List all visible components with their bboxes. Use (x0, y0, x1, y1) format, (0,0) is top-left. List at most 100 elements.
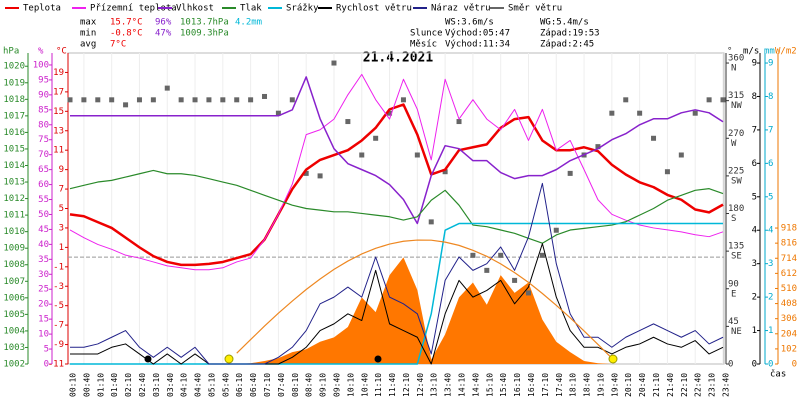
tick-label: 1011 (3, 211, 25, 221)
tick-label: 1007 (3, 277, 25, 287)
tick-label: 9 (768, 59, 773, 69)
direction-marker (67, 97, 73, 103)
direction-marker (498, 252, 504, 258)
tick-label: 25 (38, 285, 49, 295)
x-tick-label: 18:40 (583, 373, 592, 397)
tick-label: 1020 (3, 62, 25, 72)
x-tick-label: 01:40 (110, 373, 119, 397)
tick-label: 408 (781, 299, 797, 309)
x-tick-label: 08:40 (305, 373, 314, 397)
direction-marker (262, 93, 268, 99)
tick-label: 3 (59, 223, 64, 233)
tick-label: -1 (53, 262, 64, 272)
axis-unit: m/s (743, 47, 759, 57)
x-tick-label: 19:10 (596, 373, 605, 397)
direction-marker (442, 169, 448, 175)
direction-marker (303, 170, 309, 176)
tick-label: 4 (752, 226, 757, 236)
legend-label: Náraz větru (431, 4, 491, 14)
direction-marker (623, 97, 629, 103)
tick-label: 2 (768, 293, 773, 303)
x-tick-label: 03:40 (166, 373, 175, 397)
direction-marker (359, 152, 365, 158)
tick-label: 180 (728, 204, 744, 214)
tick-label: 102 (781, 344, 797, 354)
stat-value: -0.8°C (110, 29, 143, 39)
tick-label: 95 (38, 75, 49, 85)
stat-label: max (80, 18, 97, 28)
info: Západ:2:45 (540, 40, 594, 50)
direction-marker (373, 135, 379, 141)
tick-label: 2 (752, 293, 757, 303)
x-tick-label: 00:40 (82, 373, 91, 397)
tick-label: -11 (48, 360, 64, 370)
x-axis-label: čas (770, 369, 786, 380)
series-line (69, 103, 724, 267)
info: Slunce (410, 29, 443, 39)
x-tick-label: 01:10 (96, 373, 105, 397)
tick-label: 65 (38, 165, 49, 175)
direction-marker (248, 97, 254, 103)
direction-marker (81, 97, 87, 103)
axis-unit: ° (727, 47, 732, 57)
tick-label: 70 (38, 150, 49, 160)
series-line (70, 76, 724, 225)
axis-unit: °C (56, 47, 67, 57)
x-tick-label: 13:10 (430, 373, 439, 397)
x-tick-label: 22:40 (694, 373, 703, 397)
x-tick-label: 02:10 (124, 373, 133, 397)
info: WG:5.4m/s (540, 18, 589, 28)
legend-label: Teplota (23, 4, 61, 14)
tick-label: 1010 (3, 227, 25, 237)
tick-label: 1006 (3, 293, 25, 303)
tick-label: 20 (38, 300, 49, 310)
tick-label: 714 (781, 254, 797, 264)
tick-label: 10 (38, 330, 49, 340)
tick-label: 1004 (3, 326, 25, 336)
tick-label-sub: SW (731, 176, 742, 186)
direction-marker (428, 219, 434, 225)
tick-label: 1 (768, 326, 773, 336)
tick-label-sub: NE (731, 327, 742, 337)
direction-marker (484, 267, 490, 273)
axis-unit: W/m2 (775, 47, 797, 57)
legend-label: Směr větru (508, 4, 562, 14)
x-tick-label: 17:10 (541, 373, 550, 397)
legend-label: Tlak (240, 4, 262, 14)
tick-label-sub: NW (731, 101, 742, 111)
direction-marker (609, 110, 615, 116)
direction-marker (637, 110, 643, 116)
x-tick-label: 06:10 (235, 373, 244, 397)
tick-label: 30 (38, 270, 49, 280)
tick-label: 1 (752, 326, 757, 336)
tick-label: 6 (768, 159, 773, 169)
tick-label: 204 (781, 329, 797, 339)
x-tick-label: 14:10 (458, 373, 467, 397)
x-tick-label: 09:40 (332, 373, 341, 397)
x-tick-label: 07:40 (277, 373, 286, 397)
tick-label: 1017 (3, 111, 25, 121)
solar-area (70, 257, 723, 364)
direction-marker (123, 102, 129, 108)
tick-label: 13 (53, 126, 64, 136)
tick-label: 7 (59, 185, 64, 195)
stat-label: avg (80, 40, 96, 50)
direction-marker (275, 110, 281, 116)
stat-label: min (80, 29, 96, 39)
tick-label: 1005 (3, 310, 25, 320)
tick-label: 1013 (3, 178, 25, 188)
direction-marker (456, 119, 462, 125)
x-tick-label: 04:40 (194, 373, 203, 397)
series-line (69, 169, 724, 244)
stat-value: 7°C (110, 40, 126, 50)
tick-label: 270 (728, 129, 744, 139)
direction-marker (206, 97, 212, 103)
tick-label: -7 (53, 321, 64, 331)
x-tick-label: 16:40 (527, 373, 536, 397)
tick-label: 8 (752, 92, 757, 102)
tick-label: 0 (728, 360, 733, 370)
x-tick-label: 15:40 (499, 373, 508, 397)
tick-label: 9 (59, 165, 64, 175)
tick-label-sub: SE (731, 252, 742, 262)
